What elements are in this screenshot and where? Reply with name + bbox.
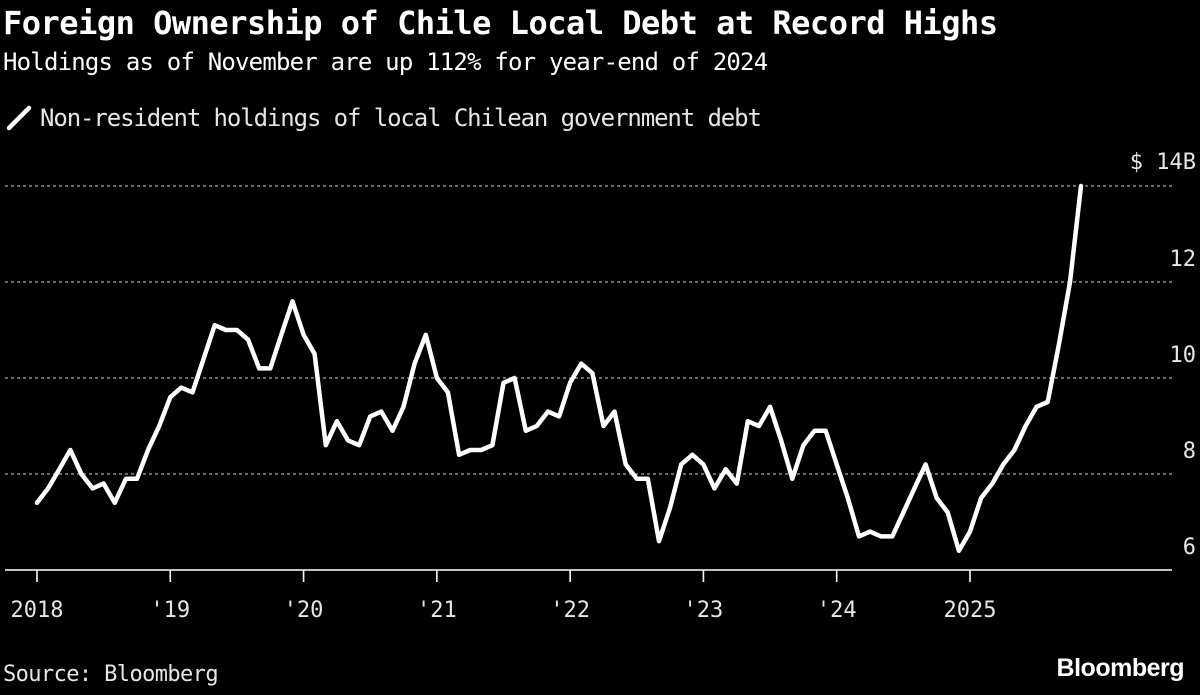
- bloomberg-logo: Bloomberg: [1056, 654, 1185, 682]
- y-tick-label-14: $ 14B: [1130, 150, 1196, 175]
- y-tick-label-12: 12: [1170, 247, 1197, 272]
- y-tick-label-6: 6: [1183, 535, 1196, 560]
- x-tick-label-2019: '19: [150, 598, 190, 623]
- x-tick-label-2021: '21: [417, 598, 457, 623]
- legend-line-icon: [6, 105, 32, 131]
- gridlines: [5, 185, 1172, 475]
- y-tick-label-8: 8: [1183, 439, 1196, 464]
- x-tick-label-2023: '23: [684, 598, 724, 623]
- y-tick-label-10: 10: [1170, 343, 1197, 368]
- series-line-0: [34, 183, 1084, 554]
- x-tick-label-2020: '20: [284, 598, 324, 623]
- legend: Non-resident holdings of local Chilean g…: [6, 104, 762, 132]
- x-tick-label-2024: '24: [817, 598, 857, 623]
- chart-subtitle: Holdings as of November are up 112% for …: [3, 48, 768, 76]
- series: [34, 183, 1084, 554]
- x-tick-label-2025: 2025: [944, 598, 997, 623]
- x-axis: 2018 '19 '20 '21 '22 '23 '24 2025: [5, 569, 1172, 623]
- chart-title: Foreign Ownership of Chile Local Debt at…: [3, 4, 998, 42]
- y-axis-ticks: 6 8 10 12 $ 14B: [1130, 150, 1196, 560]
- legend-label: Non-resident holdings of local Chilean g…: [40, 104, 762, 132]
- x-tick-label-2022: '22: [550, 598, 590, 623]
- source-note: Source: Bloomberg: [3, 662, 219, 687]
- x-tick-label-2018: 2018: [11, 598, 64, 623]
